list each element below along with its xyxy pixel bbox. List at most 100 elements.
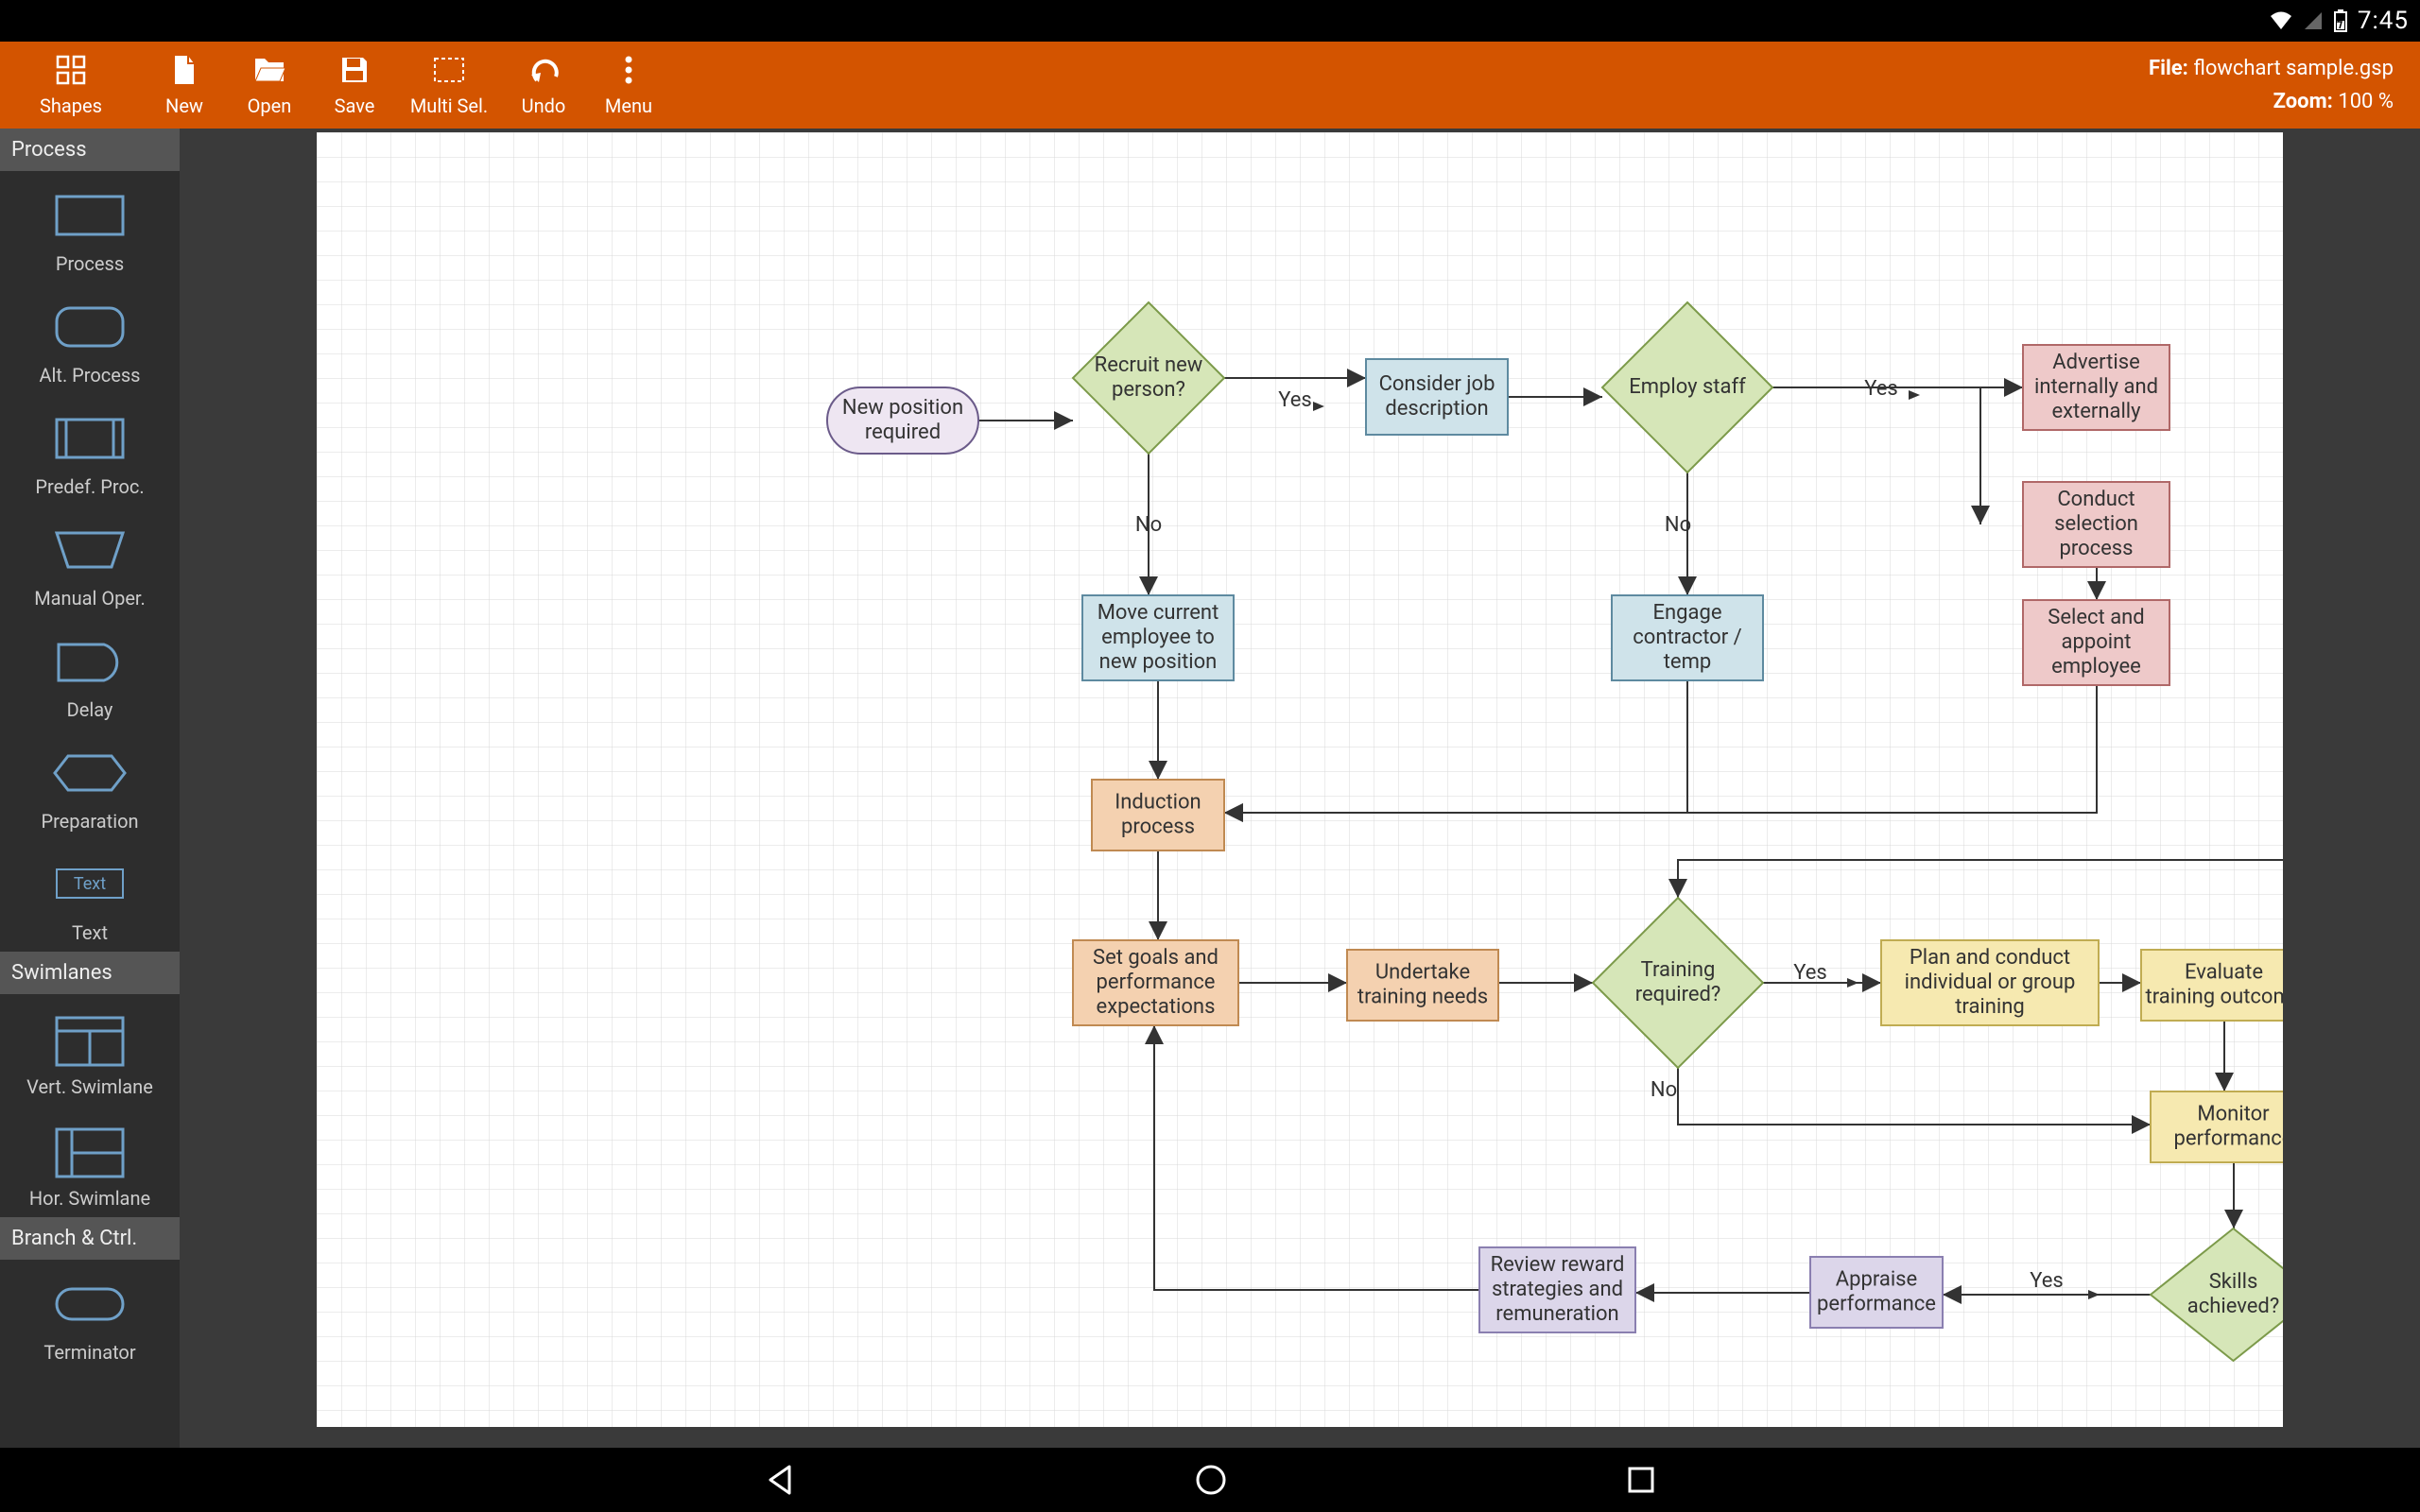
- svg-text:Engage: Engage: [1653, 601, 1722, 625]
- svg-text:No: No: [1651, 1078, 1677, 1102]
- svg-text:Appraise: Appraise: [1836, 1267, 1917, 1291]
- process-category[interactable]: Process: [0, 129, 180, 171]
- recent-button[interactable]: [1625, 1464, 1657, 1496]
- marquee-icon: [397, 53, 501, 87]
- shape-text[interactable]: TextText: [0, 840, 180, 952]
- node-n10[interactable]: Inductionprocess: [1092, 780, 1224, 850]
- node-n9[interactable]: Engagecontractor /temp: [1612, 595, 1763, 680]
- shape-hor-swimlane[interactable]: Hor. Swimlane: [0, 1106, 180, 1217]
- svg-text:Set goals and: Set goals and: [1093, 946, 1219, 970]
- svg-text:required: required: [865, 421, 941, 444]
- flowchart-canvas[interactable]: YesNoYesNoYesNoYesNoNew positionrequired…: [317, 132, 2283, 1427]
- svg-text:Review reward: Review reward: [1491, 1253, 1625, 1277]
- svg-text:strategies and: strategies and: [1492, 1278, 1623, 1301]
- svg-text:performance: performance: [1097, 971, 1216, 994]
- svg-text:description: description: [1385, 397, 1488, 421]
- file-icon: [142, 53, 227, 87]
- shape-vert-swimlane[interactable]: Vert. Swimlane: [0, 994, 180, 1106]
- svg-text:Employ staff: Employ staff: [1629, 375, 1746, 399]
- shape-alt-process[interactable]: Alt. Process: [0, 283, 180, 394]
- file-name: flowchart sample.gsp: [2193, 57, 2394, 80]
- node-n14[interactable]: Plan and conductindividual or grouptrain…: [1881, 940, 2099, 1025]
- svg-text:Yes: Yes: [2030, 1269, 2064, 1293]
- battery-icon: [2333, 9, 2348, 32]
- svg-text:Skills: Skills: [2209, 1270, 2258, 1294]
- multisel-button[interactable]: Multi Sel.: [397, 53, 501, 117]
- shape-manual-oper[interactable]: Manual Oper.: [0, 506, 180, 617]
- app-toolbar: Shapes NewOpenSaveMulti Sel.UndoMenu Fil…: [0, 42, 2420, 129]
- svg-text:Advertise: Advertise: [2052, 351, 2140, 374]
- swimlanes-category[interactable]: Swimlanes: [0, 952, 180, 994]
- node-n19[interactable]: Review rewardstrategies andremuneration: [1479, 1247, 1635, 1332]
- wifi-icon: [2269, 10, 2293, 31]
- svg-text:Move current: Move current: [1098, 601, 1219, 625]
- svg-text:contractor /: contractor /: [1633, 626, 1741, 649]
- save-icon: [312, 53, 397, 87]
- svg-text:New position: New position: [842, 396, 963, 420]
- zoom-label: Zoom:: [2273, 90, 2333, 113]
- canvas-area[interactable]: YesNoYesNoYesNoYesNoNew positionrequired…: [180, 129, 2420, 1448]
- node-n8[interactable]: Move currentemployee tonew position: [1082, 595, 1234, 680]
- svg-text:person?: person?: [1112, 378, 1185, 402]
- file-info: File: flowchart sample.gsp Zoom: 100 %: [2149, 52, 2420, 118]
- svg-text:selection: selection: [2054, 512, 2138, 536]
- svg-text:Evaluate: Evaluate: [2185, 960, 2263, 984]
- save-button[interactable]: Save: [312, 53, 397, 117]
- svg-text:new position: new position: [1099, 650, 1218, 674]
- node-n11[interactable]: Set goals andperformanceexpectations: [1073, 940, 1238, 1025]
- node-n7[interactable]: Select andappointemployee: [2023, 600, 2169, 685]
- svg-text:No: No: [1135, 513, 1162, 537]
- shape-process[interactable]: Process: [0, 171, 180, 283]
- svg-text:performance: performance: [1817, 1292, 1936, 1315]
- svg-text:expectations: expectations: [1097, 995, 1216, 1019]
- svg-text:internally and: internally and: [2034, 375, 2158, 399]
- folder-icon: [227, 53, 312, 87]
- svg-text:process: process: [1121, 815, 1195, 838]
- node-n18[interactable]: Appraiseperformance: [1810, 1257, 1943, 1328]
- svg-text:required?: required?: [1635, 983, 1721, 1006]
- new-button[interactable]: New: [142, 53, 227, 117]
- shape-preparation[interactable]: Preparation: [0, 729, 180, 840]
- svg-text:Yes: Yes: [1864, 377, 1898, 401]
- svg-text:Yes: Yes: [1278, 388, 1312, 412]
- svg-text:Undertake: Undertake: [1375, 960, 1470, 984]
- svg-text:appoint: appoint: [2062, 630, 2132, 654]
- open-button[interactable]: Open: [227, 53, 312, 117]
- svg-text:Select and: Select and: [2048, 606, 2144, 629]
- svg-text:employee: employee: [2051, 655, 2141, 679]
- undo-icon: [501, 53, 586, 87]
- shapes-icon: [0, 53, 142, 87]
- shape-delay[interactable]: Delay: [0, 617, 180, 729]
- node-n16[interactable]: Monitorperformance: [2151, 1091, 2283, 1162]
- node-n12[interactable]: Undertaketraining needs: [1347, 950, 1498, 1021]
- file-label: File:: [2149, 57, 2188, 80]
- svg-text:employee to: employee to: [1101, 626, 1215, 649]
- svg-text:Yes: Yes: [1793, 961, 1827, 985]
- home-button[interactable]: [1194, 1463, 1228, 1497]
- shape-terminator[interactable]: Terminator: [0, 1260, 180, 1371]
- node-n1[interactable]: New positionrequired: [827, 387, 978, 454]
- branch-category[interactable]: Branch & Ctrl.: [0, 1217, 180, 1260]
- menu-button[interactable]: Menu: [586, 53, 671, 117]
- svg-text:Training: Training: [1641, 958, 1716, 982]
- node-n15[interactable]: Evaluatetraining outcome: [2141, 950, 2283, 1021]
- svg-text:process: process: [2059, 537, 2133, 560]
- shapes-sidebar: ProcessProcessAlt. ProcessPredef. Proc.M…: [0, 129, 180, 1448]
- svg-text:No: No: [1665, 513, 1691, 537]
- dots-icon: [586, 53, 671, 87]
- node-n5[interactable]: Advertiseinternally andexternally: [2023, 345, 2169, 430]
- shape-predef-proc[interactable]: Predef. Proc.: [0, 394, 180, 506]
- node-n3[interactable]: Consider jobdescription: [1366, 359, 1508, 435]
- shapes-panel-button[interactable]: Shapes: [0, 53, 142, 117]
- svg-text:training outcome: training outcome: [2146, 985, 2283, 1008]
- back-button[interactable]: [763, 1463, 797, 1497]
- node-n6[interactable]: Conductselectionprocess: [2023, 482, 2169, 567]
- status-time: 7:45: [2358, 7, 2409, 35]
- svg-text:externally: externally: [2051, 400, 2141, 423]
- svg-text:performance: performance: [2174, 1126, 2283, 1150]
- svg-text:remuneration: remuneration: [1495, 1302, 1618, 1326]
- android-nav-bar: [0, 1448, 2420, 1512]
- svg-text:Induction: Induction: [1115, 790, 1201, 814]
- undo-button[interactable]: Undo: [501, 53, 586, 117]
- svg-text:individual or group: individual or group: [1905, 971, 2076, 994]
